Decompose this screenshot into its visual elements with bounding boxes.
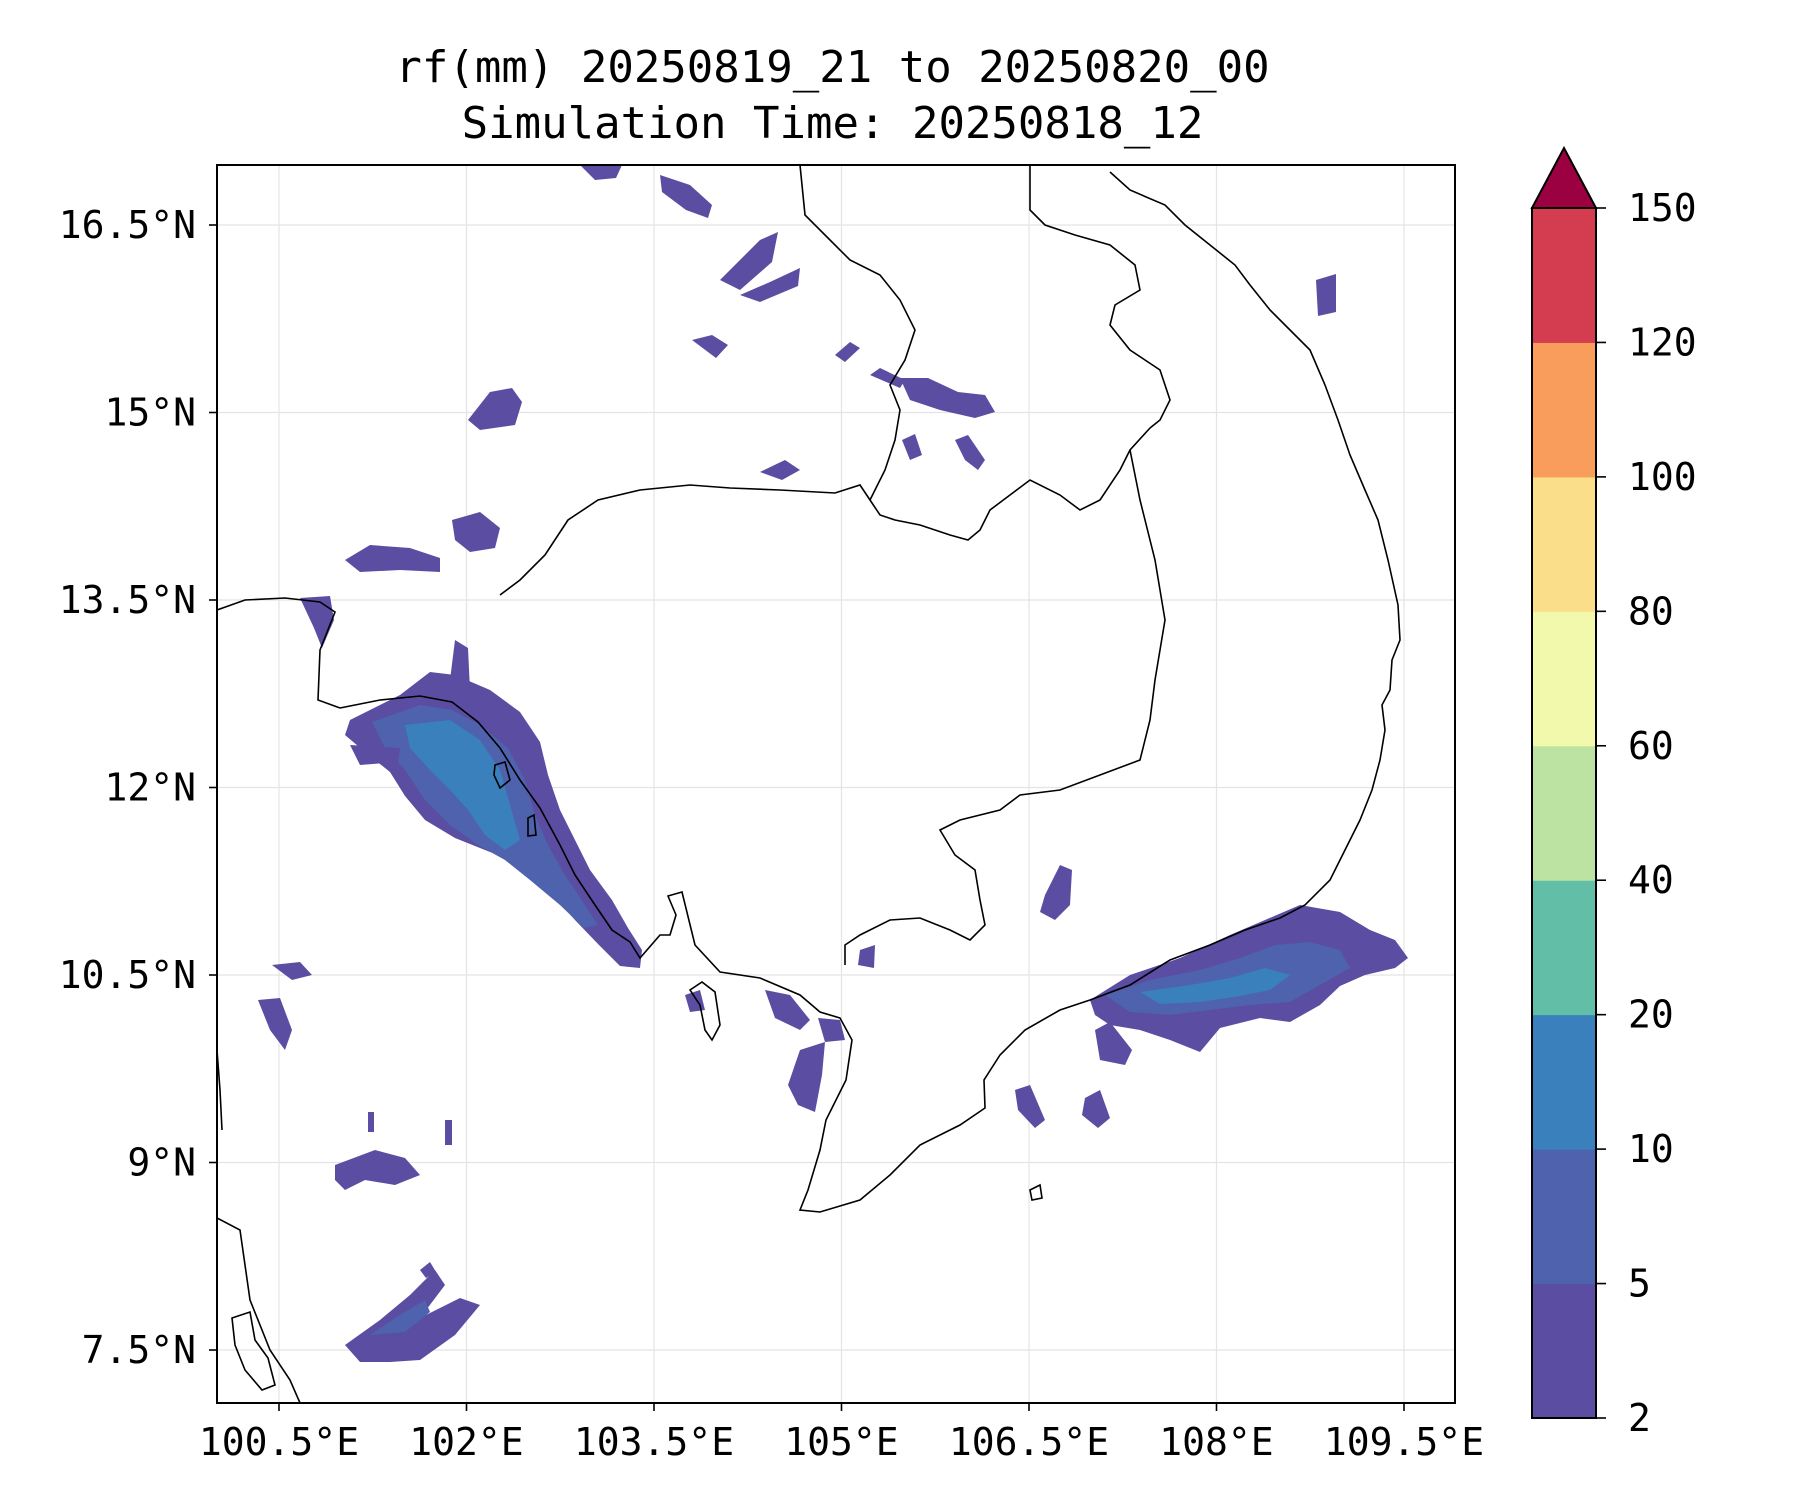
colorbar-label: 40: [1628, 858, 1674, 902]
border-thai-cambodia: [217, 597, 341, 709]
lon-tick-label: 109.5°E: [1324, 1420, 1484, 1464]
lon-tick-label: 105°E: [784, 1420, 898, 1464]
rainfall-patch: [900, 378, 995, 418]
island-koh-kong: [493, 760, 511, 790]
rainfall-patch: [370, 1300, 430, 1335]
rainfall-patch: [870, 368, 905, 388]
colorbar-label: 60: [1628, 724, 1674, 768]
latitude-labels: 16.5°N 15°N 13.5°N 12°N 10.5°N 9°N 7.5°N: [59, 203, 196, 1372]
rainfall-patch: [445, 1120, 452, 1145]
lat-tick-label: 7.5°N: [82, 1328, 196, 1372]
longitude-labels: 100.5°E 102°E 103.5°E 105°E 106.5°E 108°E 109.…: [199, 1420, 1484, 1464]
colorbar-segment: [1532, 1014, 1596, 1150]
rainfall-patch: [1095, 1022, 1132, 1065]
island-phu-quoc: [688, 981, 721, 1042]
rainfall-patch: [740, 268, 800, 302]
rainfall-patch: [1140, 968, 1290, 1004]
rainfall-patch: [580, 165, 622, 180]
lon-tick-label: 102°E: [409, 1420, 523, 1464]
coastline-west-islands: [231, 1310, 276, 1391]
rainfall-patch: [692, 335, 728, 358]
map-title-line2: Simulation Time: 20250818_12: [461, 98, 1204, 149]
map-frame: [216, 164, 1456, 1404]
axis-ticks: [209, 224, 1405, 1411]
rainfall-patch: [955, 435, 985, 470]
rainfall-layer: [258, 165, 1408, 1362]
colorbar-label: 20: [1628, 993, 1674, 1037]
coastline-gulf-east: [339, 171, 1401, 1213]
border-cambodia-east: [844, 449, 1166, 965]
colorbar-segment: [1532, 1149, 1596, 1285]
rainfall-patch: [818, 1018, 845, 1042]
rainfall-patch: [1040, 865, 1072, 920]
colorbar-labels: 2 5 10 20 40 60 80 100 120 150: [1596, 186, 1697, 1440]
lon-tick-label: 108°E: [1159, 1420, 1273, 1464]
colorbar-label: 10: [1628, 1127, 1674, 1171]
map-panel: 16.5°N 15°N 13.5°N 12°N 10.5°N 9°N 7.5°N 100.5…: [59, 164, 1484, 1464]
rainfall-patch: [765, 990, 810, 1030]
rainfall-patch: [1316, 274, 1336, 316]
border-cambodia-north: [499, 427, 1151, 596]
lat-tick-label: 15°N: [104, 391, 196, 435]
colorbar-label: 100: [1628, 455, 1697, 499]
colorbar-label: 2: [1628, 1396, 1651, 1440]
map-title-line1: rf(mm) 20250819_21 to 20250820_00: [395, 42, 1270, 93]
rainfall-patch: [345, 545, 440, 572]
colorbar-segment: [1532, 745, 1596, 881]
colorbar-label: 120: [1628, 320, 1697, 364]
rainfall-patch: [450, 640, 470, 700]
colorbar-segment: [1532, 611, 1596, 747]
rainfall-patch: [1015, 1085, 1045, 1128]
lat-tick-label: 12°N: [104, 766, 196, 810]
lon-tick-label: 103.5°E: [574, 1420, 734, 1464]
lat-tick-label: 16.5°N: [59, 203, 196, 247]
lat-tick-label: 13.5°N: [59, 578, 196, 622]
rainfall-patch: [272, 962, 312, 980]
rainfall-patch: [420, 1262, 436, 1278]
rainfall-patch: [858, 945, 875, 968]
colorbar-segment: [1532, 476, 1596, 612]
rainfall-patch: [368, 1112, 374, 1132]
rainfall-patch: [468, 388, 522, 430]
colorbar: 2 5 10 20 40 60 80 100 120 150: [1530, 145, 1697, 1440]
coastlines: [217, 165, 1401, 1403]
rainfall-patch: [788, 1042, 825, 1112]
lat-tick-label: 10.5°N: [59, 953, 196, 997]
rainfall-patch: [1082, 1090, 1110, 1128]
rainfall-patch: [452, 512, 500, 552]
lon-tick-label: 106.5°E: [949, 1420, 1109, 1464]
rainfall-patch: [720, 232, 778, 290]
lon-tick-label: 100.5°E: [199, 1420, 359, 1464]
island-small: [527, 813, 537, 837]
colorbar-segment: [1532, 880, 1596, 1016]
colorbar-segments: [1532, 208, 1596, 1419]
rainfall-patch: [660, 175, 712, 218]
colorbar-label: 5: [1628, 1262, 1651, 1306]
colorbar-segment: [1532, 342, 1596, 478]
border-thailand-laos: [799, 165, 916, 501]
lat-tick-label: 9°N: [127, 1141, 196, 1185]
rainfall-patch: [902, 434, 922, 460]
rainfall-patch: [350, 745, 400, 765]
rainfall-patch: [335, 1150, 420, 1190]
coastline-gulf-west: [217, 1217, 301, 1403]
rainfall-patch: [835, 342, 860, 362]
rainfall-patch: [258, 998, 292, 1050]
colorbar-extend-triangle: [1530, 145, 1598, 209]
island-conson: [1029, 1183, 1043, 1201]
border-laos-vietnam: [1029, 165, 1171, 429]
rainfall-patch: [760, 460, 800, 480]
colorbar-label: 150: [1628, 186, 1697, 230]
colorbar-segment: [1532, 1283, 1596, 1419]
rainfall-patch: [405, 720, 520, 850]
colorbar-frame: [1531, 207, 1597, 1419]
colorbar-segment: [1532, 208, 1596, 343]
colorbar-label: 80: [1628, 589, 1674, 633]
